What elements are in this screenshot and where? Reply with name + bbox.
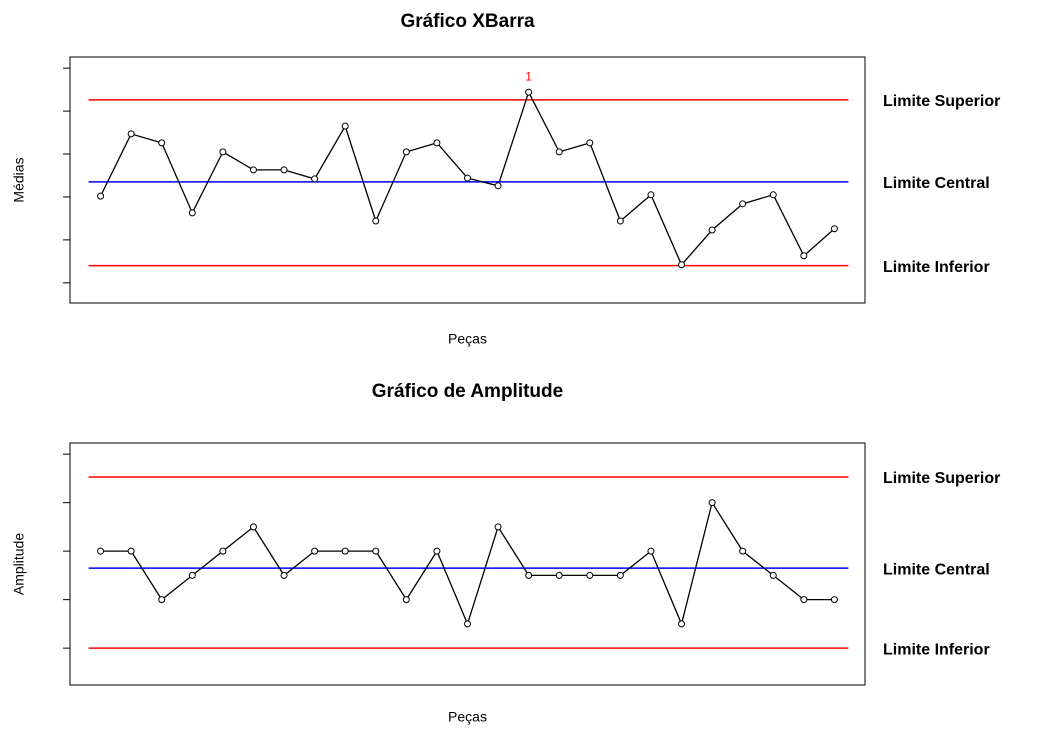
limit-label: Limite Central — [883, 561, 990, 578]
data-point — [280, 571, 288, 579]
plot-frame — [69, 56, 866, 304]
data-point — [372, 217, 380, 225]
data-point — [555, 571, 563, 579]
limit-label: Limite Inferior — [883, 641, 990, 658]
data-point — [586, 139, 594, 147]
limit-label: Limite Superior — [883, 93, 1000, 110]
data-point — [97, 192, 105, 200]
data-point — [372, 547, 380, 555]
plot-frame — [69, 442, 866, 686]
data-point — [769, 191, 777, 199]
data-point — [464, 174, 471, 182]
data-point — [647, 191, 655, 199]
data-point — [249, 523, 257, 531]
data-point — [616, 217, 624, 225]
data-point — [616, 571, 624, 579]
data-point — [127, 547, 135, 555]
limit-label: Limite Inferior — [883, 259, 990, 276]
y-axis-label: Amplitude — [11, 533, 27, 595]
data-point — [219, 547, 227, 555]
chart-title: Gráfico XBarra — [400, 11, 535, 32]
data-point — [402, 148, 410, 156]
data-point — [188, 209, 196, 217]
data-point — [708, 226, 716, 234]
data-point — [311, 175, 319, 183]
data-point — [341, 122, 349, 130]
y-axis-label: Médias — [11, 157, 27, 202]
data-point — [464, 620, 471, 628]
data-point — [402, 596, 410, 604]
data-point — [830, 225, 838, 233]
data-point — [647, 547, 655, 555]
data-point — [739, 200, 747, 208]
data-point — [97, 547, 105, 555]
data-point — [158, 139, 166, 147]
x-axis-label: Peças — [448, 709, 487, 725]
data-point — [280, 166, 288, 174]
data-point — [219, 148, 227, 156]
data-point — [708, 499, 716, 507]
data-point — [249, 166, 257, 174]
data-point — [800, 596, 808, 604]
data-point — [158, 596, 166, 604]
data-point — [555, 148, 563, 156]
data-point — [494, 523, 502, 531]
data-point — [311, 547, 319, 555]
data-point — [739, 547, 747, 555]
limit-label: Limite Central — [883, 175, 990, 192]
data-point — [830, 596, 838, 604]
data-point — [433, 139, 441, 147]
limit-label: Limite Superior — [883, 470, 1000, 487]
data-point — [678, 620, 686, 628]
data-point — [433, 547, 441, 555]
data-point — [586, 571, 594, 579]
data-point — [341, 547, 349, 555]
annotation: 1 — [525, 69, 532, 83]
data-point — [800, 252, 808, 260]
data-point — [127, 130, 135, 138]
data-point — [525, 571, 533, 579]
data-point — [188, 571, 196, 579]
data-point — [525, 88, 533, 96]
chart-title: Gráfico de Amplitude — [372, 381, 563, 402]
data-point — [769, 571, 777, 579]
data-point — [678, 261, 686, 269]
x-axis-label: Peças — [448, 331, 487, 347]
data-point — [494, 182, 502, 190]
series-line — [100, 501, 835, 626]
